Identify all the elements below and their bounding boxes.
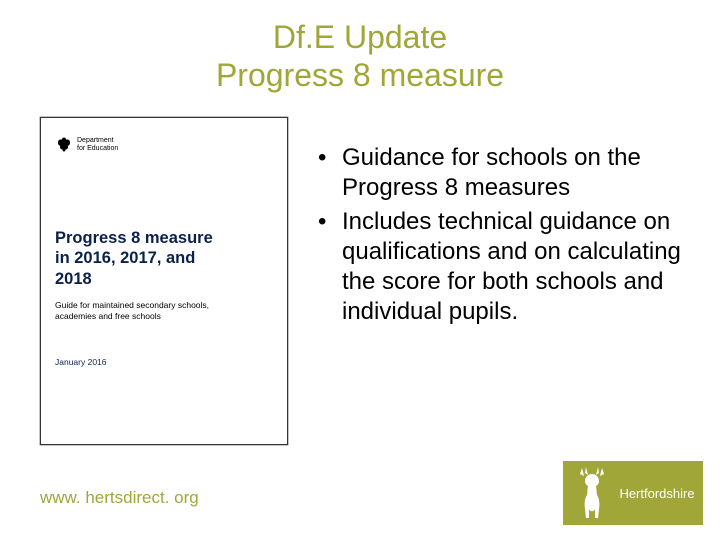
- title-line-2: Progress 8 measure: [216, 57, 504, 93]
- crest-icon: [55, 136, 73, 154]
- brand-inner: Hertfordshire: [563, 461, 702, 525]
- doc-title-2: in 2016, 2017, and: [55, 249, 195, 267]
- document-title: Progress 8 measure in 2016, 2017, and 20…: [55, 228, 273, 290]
- document-subtitle: Guide for maintained secondary schools, …: [55, 300, 245, 323]
- deer-icon: [571, 465, 613, 521]
- title-line-1: Df.E Update: [273, 19, 447, 55]
- doc-title-3: 2018: [55, 270, 92, 288]
- document-thumbnail: Department for Education Progress 8 meas…: [40, 117, 288, 445]
- footer-url: www. hertsdirect. org: [40, 488, 199, 508]
- brand-badge: Hertfordshire: [568, 462, 698, 524]
- doc-title-1: Progress 8 measure: [55, 229, 213, 247]
- bullet-item: Guidance for schools on the Progress 8 m…: [318, 143, 690, 203]
- dept-line-2: for Education: [77, 145, 118, 152]
- brand-text: Hertfordshire: [619, 486, 694, 501]
- bullets-ul: Guidance for schools on the Progress 8 m…: [318, 143, 690, 327]
- dept-line-1: Department: [77, 137, 114, 144]
- bullet-item: Includes technical guidance on qualifica…: [318, 207, 690, 327]
- content-row: Department for Education Progress 8 meas…: [0, 95, 720, 445]
- document-date: January 2016: [55, 357, 273, 367]
- crest-row: Department for Education: [55, 136, 273, 154]
- slide-title: Df.E Update Progress 8 measure: [0, 0, 720, 95]
- bullet-list: Guidance for schools on the Progress 8 m…: [318, 117, 690, 445]
- department-label: Department for Education: [77, 137, 118, 152]
- document-inner: Department for Education Progress 8 meas…: [41, 118, 287, 444]
